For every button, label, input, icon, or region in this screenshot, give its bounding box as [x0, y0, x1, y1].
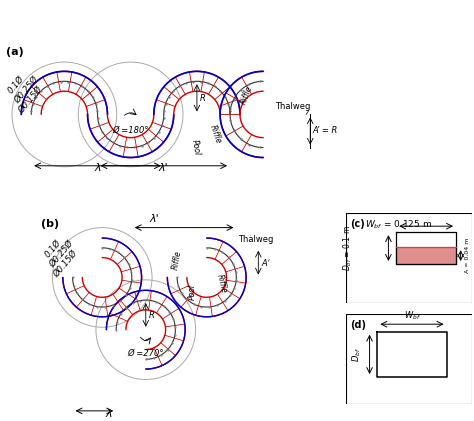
- Text: Thalweg: Thalweg: [238, 234, 273, 243]
- Text: Ø0.15Ø: Ø0.15Ø: [16, 85, 44, 115]
- Text: $W_{bf}$: $W_{bf}$: [403, 309, 420, 322]
- Text: Thalweg: Thalweg: [275, 102, 310, 112]
- FancyBboxPatch shape: [346, 314, 472, 404]
- Text: Ø =180°: Ø =180°: [112, 125, 149, 135]
- Text: λ: λ: [106, 409, 112, 419]
- Text: $W_{bf}$ = 0.125 m: $W_{bf}$ = 0.125 m: [365, 218, 432, 231]
- Text: Ø =270°: Ø =270°: [128, 349, 164, 358]
- Text: Pool: Pool: [190, 139, 201, 156]
- Text: λ': λ': [159, 163, 169, 173]
- Text: $A'$: $A'$: [261, 257, 272, 268]
- Text: $D_{bf}$: $D_{bf}$: [351, 347, 363, 362]
- Text: (c): (c): [350, 218, 365, 229]
- Text: Ø0.15Ø: Ø0.15Ø: [52, 249, 79, 280]
- Text: λ: λ: [94, 163, 101, 173]
- Text: Ø0.25Ø: Ø0.25Ø: [13, 75, 40, 105]
- Text: Ø0.25Ø: Ø0.25Ø: [48, 239, 76, 269]
- Text: $R$: $R$: [148, 309, 155, 320]
- Text: (d): (d): [350, 320, 366, 330]
- Text: Riffle: Riffle: [239, 84, 254, 105]
- FancyBboxPatch shape: [346, 213, 472, 303]
- Text: Riffle: Riffle: [215, 273, 228, 294]
- Text: Riffle: Riffle: [208, 124, 223, 145]
- Text: $R$: $R$: [199, 92, 206, 104]
- Text: (a): (a): [6, 46, 24, 56]
- Text: 0.1Ø: 0.1Ø: [43, 237, 63, 258]
- Text: 0.1Ø: 0.1Ø: [6, 74, 26, 95]
- Text: (b): (b): [41, 219, 59, 229]
- Text: A’ = R: A’ = R: [313, 126, 338, 136]
- Text: $D_{bf}$ = 0.1 m: $D_{bf}$ = 0.1 m: [341, 225, 354, 271]
- Text: Riffle: Riffle: [171, 250, 183, 271]
- Text: λ': λ': [150, 214, 159, 224]
- Text: A = 0.04 m: A = 0.04 m: [465, 238, 470, 273]
- Text: Pool: Pool: [187, 284, 196, 300]
